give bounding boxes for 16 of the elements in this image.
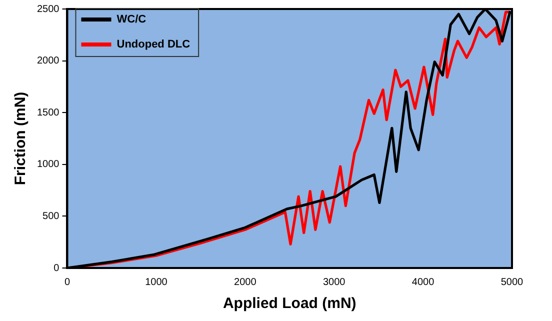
legend-label: WC/C	[116, 14, 146, 26]
x-tick-label: 4000	[412, 276, 435, 288]
x-tick-label: 5000	[500, 276, 524, 288]
y-tick-label: 500	[42, 210, 60, 222]
y-tick-label: 1000	[36, 159, 60, 170]
legend-label: Undoped DLC	[116, 38, 190, 51]
y-tick-label: 2000	[36, 56, 60, 67]
y-tick-label: 1500	[36, 107, 60, 118]
x-axis-title: Applied Load (mN)	[222, 295, 356, 312]
x-tick-label: 0	[64, 276, 70, 288]
x-tick-label: 1000	[145, 276, 168, 288]
y-tick-label: 2500	[36, 4, 60, 15]
y-axis-title: Friction (mN)	[12, 92, 30, 186]
x-tick-label: 2000	[234, 276, 257, 288]
y-tick-label: 0	[54, 262, 60, 274]
x-tick-label: 3000	[322, 276, 346, 288]
